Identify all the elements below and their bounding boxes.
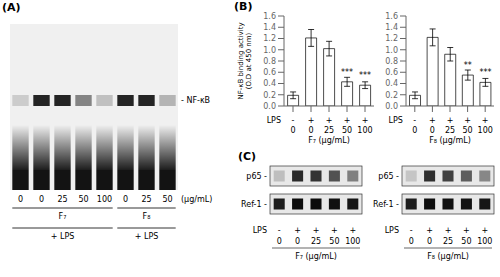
- svg-text:+: +: [362, 116, 369, 125]
- svg-text:+ LPS: + LPS: [135, 232, 159, 241]
- svg-text:+: +: [447, 116, 454, 125]
- svg-text:1.0: 1.0: [385, 46, 398, 55]
- svg-text:100: 100: [345, 237, 360, 246]
- svg-text:0.2: 0.2: [385, 91, 398, 100]
- svg-text:0.0: 0.0: [263, 102, 276, 111]
- svg-text:1.0: 1.0: [263, 46, 276, 55]
- svg-text:100: 100: [477, 237, 492, 246]
- svg-text:50: 50: [329, 237, 339, 246]
- svg-text:0.6: 0.6: [385, 68, 398, 77]
- svg-text:+: +: [481, 226, 488, 235]
- svg-text:+: +: [349, 226, 356, 235]
- svg-text:0: 0: [290, 126, 295, 135]
- svg-text:+: +: [326, 116, 333, 125]
- svg-text:F₇ (μg/mL): F₇ (μg/mL): [308, 136, 350, 145]
- svg-text:+: +: [464, 116, 471, 125]
- svg-text:1.6: 1.6: [263, 12, 276, 21]
- svg-text:F₈: F₈: [143, 212, 151, 221]
- svg-text:50: 50: [342, 126, 352, 135]
- svg-text:+: +: [463, 226, 470, 235]
- svg-text:1.4: 1.4: [385, 23, 398, 32]
- svg-text:NF-κB binding activity(O.D at: NF-κB binding activity(O.D at 450 nm): [237, 22, 253, 99]
- svg-text:50: 50: [463, 126, 473, 135]
- svg-text:0.8: 0.8: [385, 57, 398, 66]
- svg-text:25: 25: [324, 126, 334, 135]
- svg-text:LPS: LPS: [385, 226, 399, 235]
- svg-text:+: +: [313, 226, 320, 235]
- svg-text:F₈ (μg/mL): F₈ (μg/mL): [429, 136, 471, 145]
- svg-text:0: 0: [427, 237, 432, 246]
- svg-text:Ref-1 -: Ref-1 -: [241, 200, 267, 209]
- svg-text:+: +: [429, 116, 436, 125]
- svg-text:25: 25: [445, 126, 455, 135]
- svg-text:0.0: 0.0: [385, 102, 398, 111]
- svg-text:25: 25: [311, 237, 321, 246]
- svg-text:LPS: LPS: [267, 116, 281, 125]
- svg-text:-: -: [292, 116, 295, 125]
- svg-text:- NF-κB: - NF-κB: [181, 96, 210, 105]
- svg-text:0: 0: [123, 195, 128, 204]
- svg-text:p65 -: p65 -: [378, 172, 399, 181]
- svg-text:LPS: LPS: [253, 226, 267, 235]
- svg-text:1.4: 1.4: [263, 23, 276, 32]
- svg-text:0.4: 0.4: [263, 79, 276, 88]
- svg-text:1.2: 1.2: [263, 34, 276, 43]
- svg-text:50: 50: [78, 195, 88, 204]
- svg-text:+: +: [482, 116, 489, 125]
- svg-text:+: +: [294, 226, 301, 235]
- svg-text:100: 100: [357, 126, 372, 135]
- svg-text:0.8: 0.8: [263, 57, 276, 66]
- svg-text:0: 0: [308, 126, 313, 135]
- svg-text:F₈ (μg/mL): F₈ (μg/mL): [427, 252, 469, 261]
- svg-text:Ref-1 -: Ref-1 -: [373, 200, 399, 209]
- svg-text:50: 50: [461, 237, 471, 246]
- svg-text:p65 -: p65 -: [246, 172, 267, 181]
- svg-text:+: +: [344, 116, 351, 125]
- svg-text:F₇ (μg/mL): F₇ (μg/mL): [295, 252, 337, 261]
- svg-text:-: -: [413, 116, 416, 125]
- svg-text:+: +: [308, 116, 315, 125]
- svg-text:25: 25: [443, 237, 453, 246]
- svg-text:***: ***: [359, 71, 371, 80]
- svg-text:***: ***: [341, 68, 353, 77]
- svg-text:+: +: [445, 226, 452, 235]
- svg-text:0: 0: [277, 237, 282, 246]
- svg-text:-: -: [410, 226, 413, 235]
- svg-text:25: 25: [141, 195, 151, 204]
- svg-text:1.2: 1.2: [385, 34, 398, 43]
- svg-text:0.4: 0.4: [385, 79, 398, 88]
- svg-text:(C): (C): [238, 150, 256, 163]
- svg-text:100: 100: [478, 126, 492, 135]
- svg-text:F₇: F₇: [59, 212, 67, 221]
- svg-text:50: 50: [162, 195, 172, 204]
- svg-text:LPS: LPS: [388, 116, 402, 125]
- svg-text:**: **: [464, 61, 472, 70]
- svg-text:(A): (A): [8, 1, 21, 14]
- html-text:(B): (B): [234, 0, 253, 13]
- svg-text:0: 0: [295, 237, 300, 246]
- svg-text:+: +: [426, 226, 433, 235]
- svg-text:0: 0: [430, 126, 435, 135]
- svg-text:0: 0: [18, 195, 23, 204]
- svg-text:+ LPS: + LPS: [51, 232, 75, 241]
- svg-text:***: ***: [479, 68, 491, 77]
- svg-text:0: 0: [39, 195, 44, 204]
- svg-text:100: 100: [97, 195, 112, 204]
- svg-text:0.6: 0.6: [263, 68, 276, 77]
- svg-text:(μg/mL): (μg/mL): [181, 195, 212, 204]
- svg-text:1.6: 1.6: [385, 12, 398, 21]
- svg-text:-: -: [278, 226, 281, 235]
- svg-text:0.2: 0.2: [263, 91, 276, 100]
- svg-text:0: 0: [412, 126, 417, 135]
- svg-text:+: +: [331, 226, 338, 235]
- svg-text:0: 0: [409, 237, 414, 246]
- svg-text:25: 25: [57, 195, 67, 204]
